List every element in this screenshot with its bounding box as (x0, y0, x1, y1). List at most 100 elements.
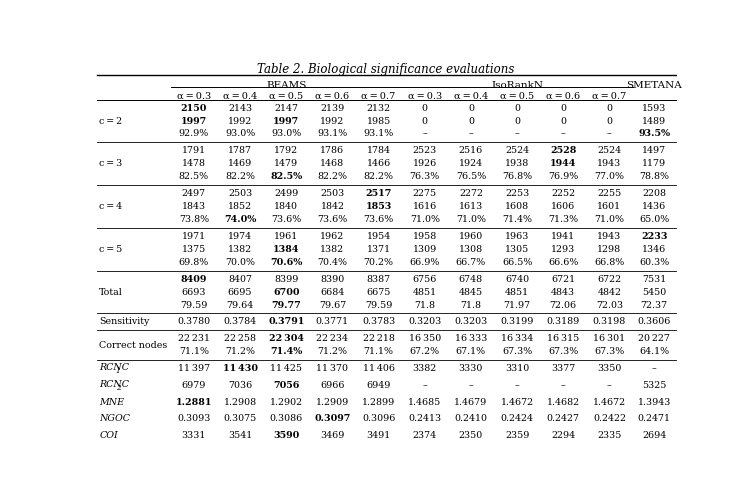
Text: 93.5%: 93.5% (638, 129, 670, 138)
Text: 16 350: 16 350 (408, 334, 441, 343)
Text: 65.0%: 65.0% (639, 215, 669, 224)
Text: 5325: 5325 (642, 381, 666, 390)
Text: MNE: MNE (99, 398, 124, 407)
Text: 0.3203: 0.3203 (408, 317, 441, 326)
Text: 4851: 4851 (413, 288, 437, 297)
Text: 1944: 1944 (550, 159, 577, 168)
Text: 8399: 8399 (274, 275, 299, 284)
Text: Total: Total (99, 288, 123, 297)
Text: 1985: 1985 (366, 117, 391, 125)
Text: 92.9%: 92.9% (179, 129, 209, 138)
Text: 1852: 1852 (228, 202, 252, 211)
Text: 1.4672: 1.4672 (593, 398, 626, 407)
Text: SMETANA: SMETANA (626, 80, 682, 89)
Text: 1601: 1601 (597, 202, 621, 211)
Text: c = 5: c = 5 (99, 245, 123, 254)
Text: 73.8%: 73.8% (179, 215, 209, 224)
Text: 0.2424: 0.2424 (501, 414, 534, 424)
Text: 93.1%: 93.1% (363, 129, 394, 138)
Text: 0: 0 (422, 117, 428, 125)
Text: 0: 0 (514, 104, 520, 113)
Text: 3491: 3491 (366, 431, 391, 440)
Text: 3590: 3590 (273, 431, 299, 440)
Text: 72.37: 72.37 (641, 301, 668, 310)
Text: α = 0.7: α = 0.7 (593, 92, 626, 101)
Text: 78.8%: 78.8% (639, 172, 669, 181)
Text: 1971: 1971 (182, 232, 206, 241)
Text: 1606: 1606 (551, 202, 575, 211)
Text: 6721: 6721 (551, 275, 575, 284)
Text: 1853: 1853 (365, 202, 392, 211)
Text: 71.8: 71.8 (460, 301, 481, 310)
Text: 71.2%: 71.2% (225, 347, 255, 356)
Text: 1997: 1997 (180, 117, 207, 125)
Text: α = 0.4: α = 0.4 (453, 92, 488, 101)
Text: –: – (514, 129, 520, 138)
Text: 3350: 3350 (597, 364, 622, 373)
Text: 7531: 7531 (642, 275, 666, 284)
Text: 71.0%: 71.0% (594, 215, 624, 224)
Text: 1784: 1784 (366, 146, 390, 155)
Text: 1468: 1468 (320, 159, 344, 168)
Text: 1.2881: 1.2881 (176, 398, 212, 407)
Text: 71.97: 71.97 (504, 301, 531, 310)
Text: 73.6%: 73.6% (363, 215, 394, 224)
Text: 1382: 1382 (320, 245, 344, 254)
Text: 1962: 1962 (320, 232, 344, 241)
Text: 22 258: 22 258 (224, 334, 256, 343)
Text: 2335: 2335 (597, 431, 622, 440)
Text: 67.3%: 67.3% (548, 347, 578, 356)
Text: 72.03: 72.03 (596, 301, 623, 310)
Text: 3331: 3331 (182, 431, 206, 440)
Text: 6748: 6748 (459, 275, 483, 284)
Text: 0.2427: 0.2427 (547, 414, 580, 424)
Text: 1616: 1616 (413, 202, 437, 211)
Text: 2694: 2694 (642, 431, 666, 440)
Text: 2139: 2139 (320, 104, 344, 113)
Text: 2497: 2497 (182, 189, 206, 198)
Text: 93.0%: 93.0% (225, 129, 255, 138)
Text: 0.3096: 0.3096 (362, 414, 396, 424)
Text: 0: 0 (422, 104, 428, 113)
Text: 3541: 3541 (228, 431, 252, 440)
Text: 2208: 2208 (642, 189, 666, 198)
Text: 6722: 6722 (597, 275, 621, 284)
Text: α = 0.4: α = 0.4 (223, 92, 257, 101)
Text: 2272: 2272 (459, 189, 483, 198)
Text: COI: COI (99, 431, 118, 440)
Text: 1371: 1371 (366, 245, 390, 254)
Text: 6949: 6949 (366, 381, 391, 390)
Text: 0.3771: 0.3771 (316, 317, 349, 326)
Text: 1960: 1960 (459, 232, 483, 241)
Text: 67.1%: 67.1% (456, 347, 486, 356)
Text: 22 304: 22 304 (268, 334, 304, 343)
Text: 1478: 1478 (182, 159, 206, 168)
Text: 2: 2 (116, 383, 120, 391)
Text: 1: 1 (116, 367, 120, 375)
Text: 3469: 3469 (320, 431, 344, 440)
Text: 2255: 2255 (597, 189, 622, 198)
Text: 1298: 1298 (597, 245, 621, 254)
Text: 71.1%: 71.1% (179, 347, 209, 356)
Text: 2150: 2150 (180, 104, 207, 113)
Text: 82.2%: 82.2% (317, 172, 347, 181)
Text: –: – (607, 129, 612, 138)
Text: 8409: 8409 (180, 275, 207, 284)
Text: 0.3189: 0.3189 (547, 317, 580, 326)
Text: 2516: 2516 (459, 146, 483, 155)
Text: 16 333: 16 333 (455, 334, 487, 343)
Text: α = 0.6: α = 0.6 (546, 92, 581, 101)
Text: 8407: 8407 (228, 275, 252, 284)
Text: 1497: 1497 (642, 146, 666, 155)
Text: 1309: 1309 (413, 245, 437, 254)
Text: Table 2. Biological significance evaluations: Table 2. Biological significance evaluat… (256, 63, 514, 76)
Text: c = 3: c = 3 (99, 159, 123, 168)
Text: 1840: 1840 (274, 202, 299, 211)
Text: 1954: 1954 (366, 232, 391, 241)
Text: 0: 0 (606, 117, 612, 125)
Text: 1.4682: 1.4682 (547, 398, 580, 407)
Text: 1308: 1308 (459, 245, 483, 254)
Text: 4845: 4845 (459, 288, 483, 297)
Text: 16 315: 16 315 (547, 334, 579, 343)
Text: c = 4: c = 4 (99, 202, 123, 211)
